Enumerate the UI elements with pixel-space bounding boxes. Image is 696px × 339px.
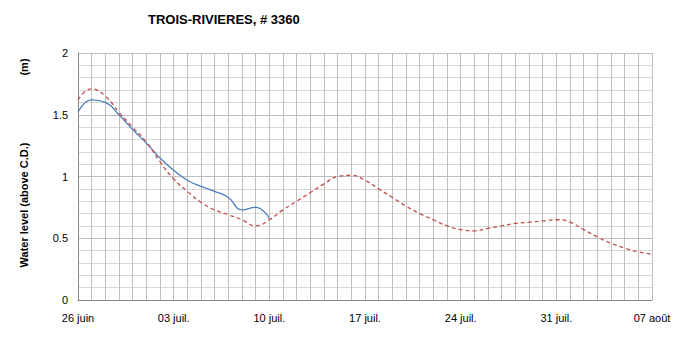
svg-text:10 juil.: 10 juil.: [253, 312, 285, 324]
svg-text:(m): (m): [18, 58, 30, 75]
svg-text:1: 1: [62, 171, 68, 183]
svg-text:0.5: 0.5: [53, 232, 68, 244]
svg-text:0: 0: [62, 294, 68, 306]
svg-text:24 juil.: 24 juil.: [445, 312, 477, 324]
svg-text:26 juin: 26 juin: [62, 312, 94, 324]
svg-text:TROIS-RIVIERES, # 3360: TROIS-RIVIERES, # 3360: [148, 12, 300, 27]
svg-text:03 juil.: 03 juil.: [158, 312, 190, 324]
svg-text:2: 2: [62, 47, 68, 59]
svg-text:1.5: 1.5: [53, 109, 68, 121]
svg-text:31 juil.: 31 juil.: [540, 312, 572, 324]
svg-text:17 juil.: 17 juil.: [349, 312, 381, 324]
svg-text:07 août: 07 août: [634, 312, 671, 324]
svg-text:Water level (above C.D.): Water level (above C.D.): [18, 142, 30, 267]
